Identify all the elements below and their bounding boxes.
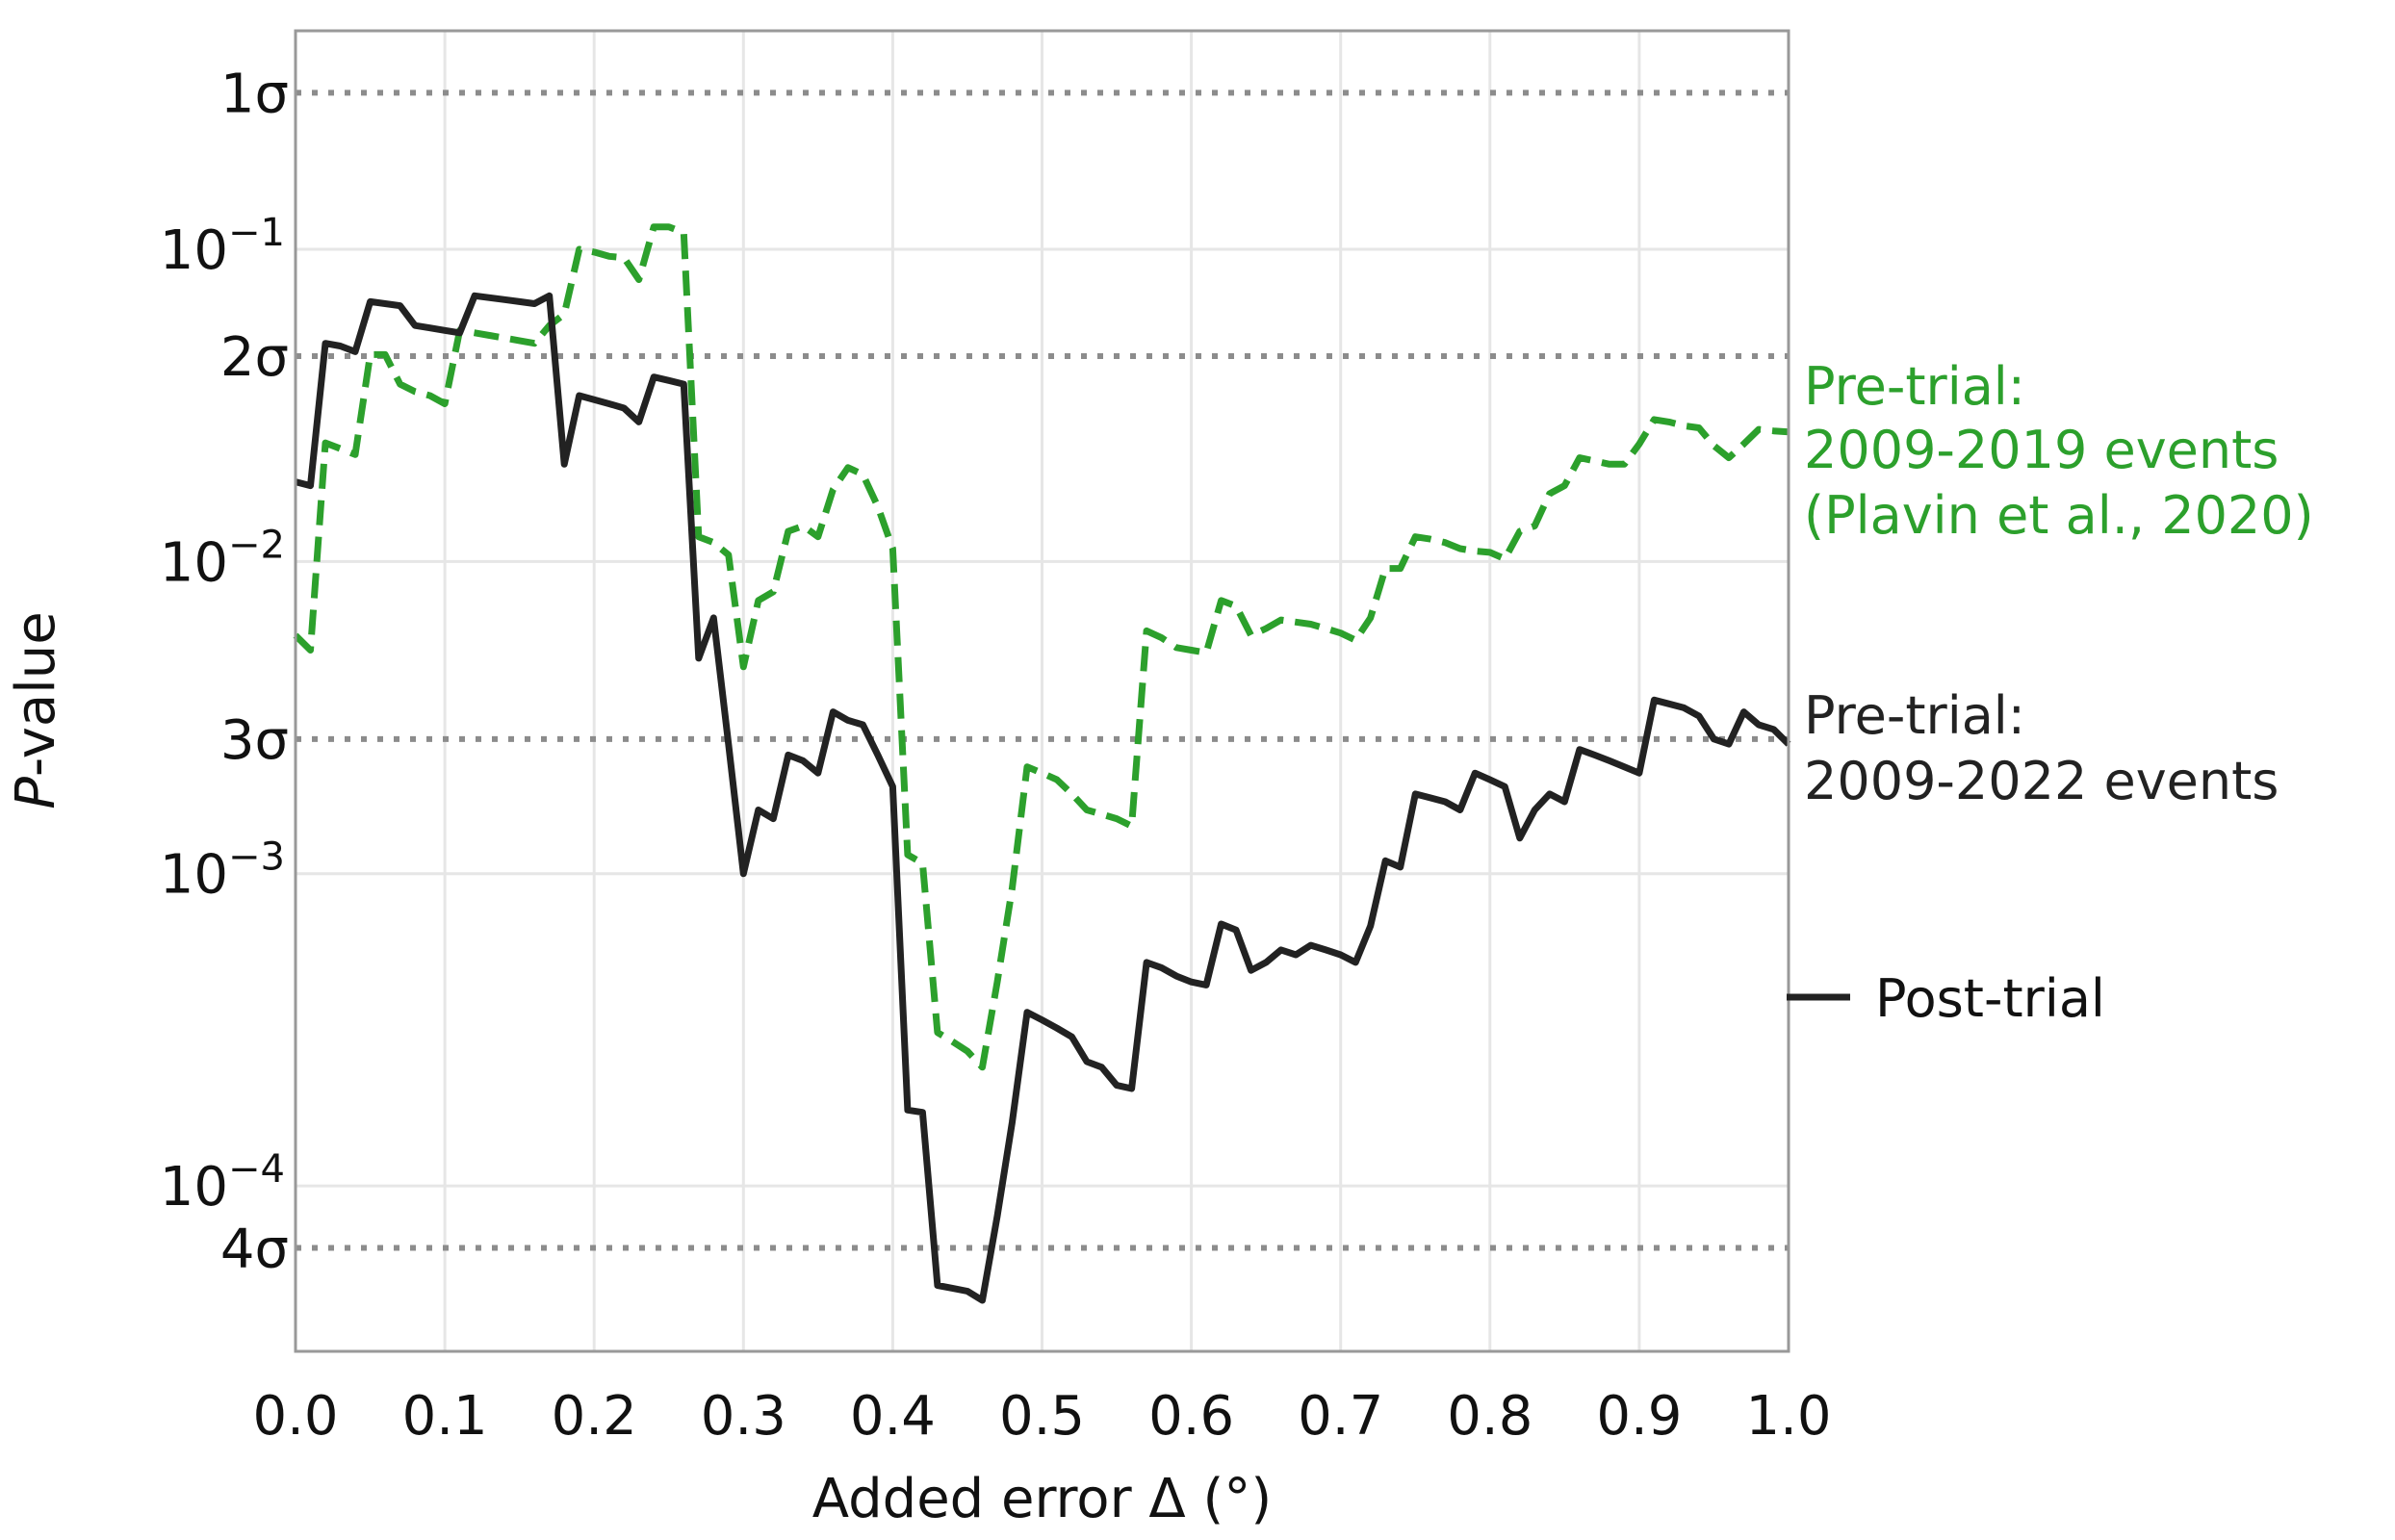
x-tick-label: 0.2 — [552, 1385, 637, 1448]
y-tick-label: 10−3 — [160, 835, 285, 907]
series-annotation-line: (Plavin et al., 2020) — [1804, 485, 2314, 546]
x-tick-label: 0.5 — [999, 1385, 1085, 1448]
sigma-label: 2σ — [220, 326, 289, 389]
y-tick-label: 10−1 — [160, 211, 285, 282]
x-axis-title: Added error Δ (°) — [812, 1468, 1272, 1530]
series-annotation-line: 2009-2019 events — [1804, 420, 2279, 480]
x-tick-label: 0.6 — [1148, 1385, 1234, 1448]
legend-label: Post-trial — [1875, 968, 2105, 1029]
sigma-label: 4σ — [220, 1219, 289, 1281]
series-annotations: Pre-trial:2009-2019 events(Plavin et al.… — [1804, 356, 2314, 811]
x-tick-label: 0.8 — [1447, 1385, 1532, 1448]
x-tick-label: 0.3 — [701, 1385, 786, 1448]
series-annotation-line: 2009-2022 events — [1804, 751, 2279, 811]
sigma-reference-lines — [296, 90, 1789, 1251]
legend: Post-trial — [1787, 968, 2105, 1029]
series-annotation-line: Pre-trial: — [1804, 356, 2025, 417]
x-tick-label: 0.7 — [1298, 1385, 1383, 1448]
x-tick-label: 0.9 — [1596, 1385, 1682, 1448]
series-annotation-line: Pre-trial: — [1804, 685, 2025, 746]
y-tick-label: 10−2 — [160, 523, 285, 594]
sigma-label: 3σ — [220, 709, 289, 772]
plot-frame — [294, 29, 1790, 1353]
y-tick-label: 10−4 — [160, 1147, 285, 1219]
y-axis-title: P-value — [5, 611, 67, 808]
x-tick-labels: 0.0 0.1 0.2 0.3 0.4 0.5 0.6 0.7 0.8 0.9 1.0 — [252, 1385, 1831, 1448]
x-tick-label: 1.0 — [1745, 1385, 1831, 1448]
series-lines — [293, 223, 1791, 1304]
y-tick-labels: 1σ 2σ 3σ 4σ 10−1 10−2 10−3 10−4 — [160, 63, 289, 1280]
series-line-2009-2019 — [293, 223, 1790, 1071]
x-tick-label: 0.1 — [402, 1385, 488, 1448]
x-tick-label: 0.4 — [850, 1385, 936, 1448]
sigma-label: 1σ — [220, 63, 289, 125]
grid — [294, 31, 1790, 1351]
x-tick-label: 0.0 — [252, 1385, 338, 1448]
series-line-2009-2022 — [295, 292, 1791, 1304]
